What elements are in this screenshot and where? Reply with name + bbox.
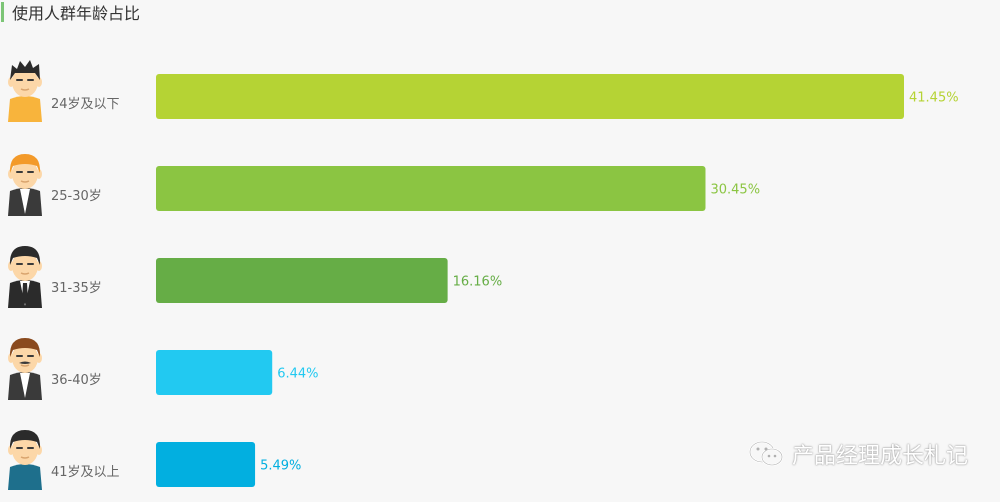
- bar: [156, 350, 273, 395]
- category-label: 24岁及以下: [51, 97, 120, 112]
- wechat-icon: [748, 441, 783, 466]
- value-label: 16.16%: [453, 275, 503, 290]
- avatar-face: [12, 251, 38, 281]
- avatar-face: [12, 67, 38, 97]
- avatar-mouth: [20, 364, 30, 367]
- young-man-orange-hair-icon: [8, 154, 42, 216]
- avatar-face: [12, 343, 38, 373]
- avatar-mouth: [20, 272, 30, 275]
- avatar-collar: [20, 189, 30, 214]
- value-label: 41.45%: [909, 91, 959, 106]
- avatar-face: [12, 435, 38, 465]
- category-label: 36-40岁: [51, 373, 102, 388]
- avatar-shirt: [8, 96, 42, 122]
- chart-title: 使用人群年龄占比: [12, 4, 141, 23]
- avatar-hair: [9, 430, 41, 449]
- avatar-tie: [22, 283, 28, 304]
- older-man-icon: [8, 430, 42, 490]
- watermark-text: 产品经理成长札记: [791, 444, 968, 469]
- category-label: 25-30岁: [51, 189, 102, 204]
- bar: [156, 258, 448, 303]
- avatar-mouth: [20, 88, 30, 91]
- watermark: 产品经理成长札记: [748, 438, 968, 470]
- avatar-face: [12, 159, 38, 189]
- value-label: 5.49%: [260, 459, 301, 474]
- young-man-icon: [8, 60, 42, 122]
- avatar-hair: [10, 60, 40, 80]
- bar: [156, 442, 256, 487]
- avatar-hair: [9, 246, 41, 265]
- category-label: 31-35岁: [51, 281, 102, 296]
- mustache-man-icon: [8, 338, 42, 400]
- bar: [156, 74, 904, 119]
- avatar-collar: [20, 373, 30, 398]
- avatar-mustache: [19, 361, 31, 364]
- avatar-hair: [9, 154, 41, 173]
- value-label: 6.44%: [277, 367, 318, 382]
- chart-header: 使用人群年龄占比: [0, 0, 140, 24]
- man-in-suit-icon: [8, 246, 42, 308]
- value-label: 30.45%: [710, 183, 760, 198]
- avatar-shirt: [8, 464, 42, 490]
- bar: [156, 166, 706, 211]
- avatar-hair: [9, 338, 41, 357]
- category-label: 41岁及以上: [51, 465, 120, 480]
- avatar-mouth: [20, 456, 30, 459]
- title-accent-bar: [1, 2, 4, 22]
- avatar-mouth: [20, 180, 30, 183]
